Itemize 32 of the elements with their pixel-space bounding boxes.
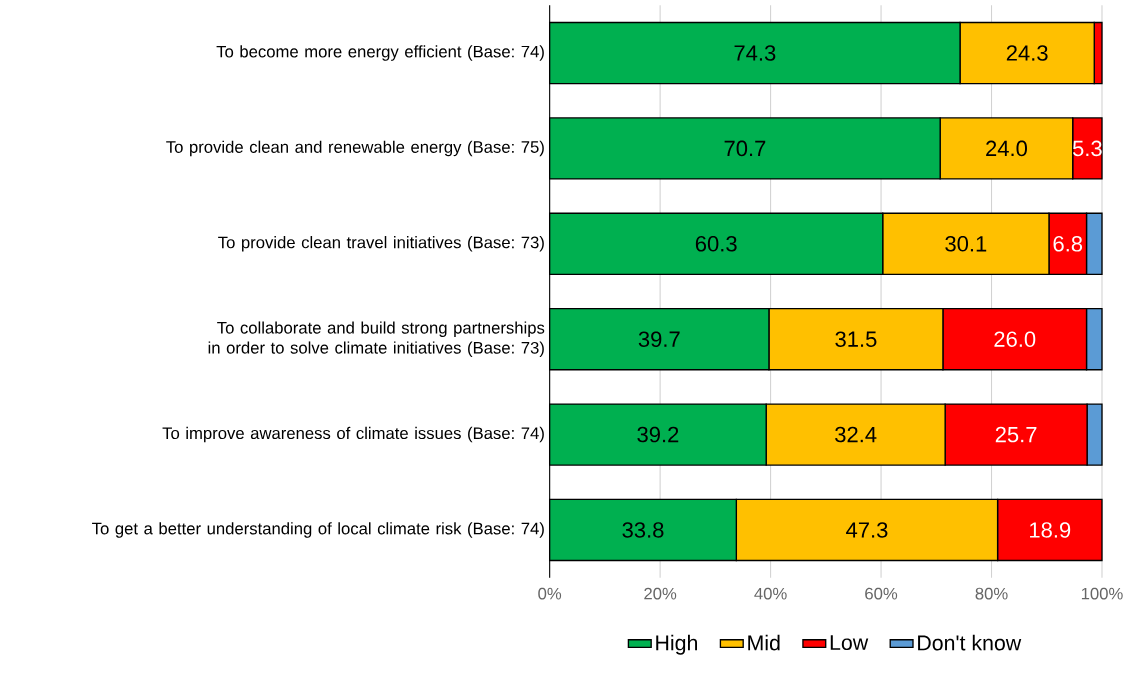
data-label: 60.3 xyxy=(695,236,737,252)
legend-label: High xyxy=(656,634,697,655)
data-label: 25.7 xyxy=(995,426,1037,443)
data-label: 39.2 xyxy=(637,426,679,443)
x-tick-label: 80% xyxy=(975,587,1008,600)
data-label: 39.7 xyxy=(638,331,680,348)
x-tick-label: 60% xyxy=(865,587,898,600)
x-tick-label: 0% xyxy=(538,587,562,600)
data-label: 6.8 xyxy=(1053,236,1083,252)
y-tick-label: To become more energy efficient (Base: 74) xyxy=(216,45,544,61)
y-tick-label: To collaborate and build strong partnerships in order to solve climate initiatives (Base: 73) xyxy=(208,321,545,358)
data-label: 47.3 xyxy=(846,522,888,538)
data-label: 70.7 xyxy=(724,140,766,157)
y-tick-label: To provide clean and renewable energy (Base: 75) xyxy=(166,140,544,157)
data-label: 24.3 xyxy=(1006,45,1048,61)
legend-label: Low xyxy=(830,635,869,651)
data-label: 74.3 xyxy=(734,45,776,61)
x-tick-label: 100% xyxy=(1081,587,1123,600)
data-label: 31.5 xyxy=(835,331,877,348)
x-tick-label: 40% xyxy=(754,587,787,600)
data-label: 30.1 xyxy=(945,236,987,252)
legend-label: Don't know xyxy=(918,634,1022,651)
data-label: 33.8 xyxy=(622,522,664,538)
legend-label: Mid xyxy=(748,634,780,651)
y-tick-label: To provide clean travel initiatives (Base: 73) xyxy=(218,236,544,252)
y-tick-label: To improve awareness of climate issues (Base: 74) xyxy=(162,426,544,443)
y-tick-label: To get a better understanding of local climate risk (Base: 74) xyxy=(92,522,544,538)
x-tick-label: 20% xyxy=(644,587,677,600)
data-label: 26.0 xyxy=(994,331,1036,348)
data-label: 32.4 xyxy=(835,426,877,443)
data-label: 18.9 xyxy=(1030,522,1071,538)
data-label: 24.0 xyxy=(986,140,1027,157)
